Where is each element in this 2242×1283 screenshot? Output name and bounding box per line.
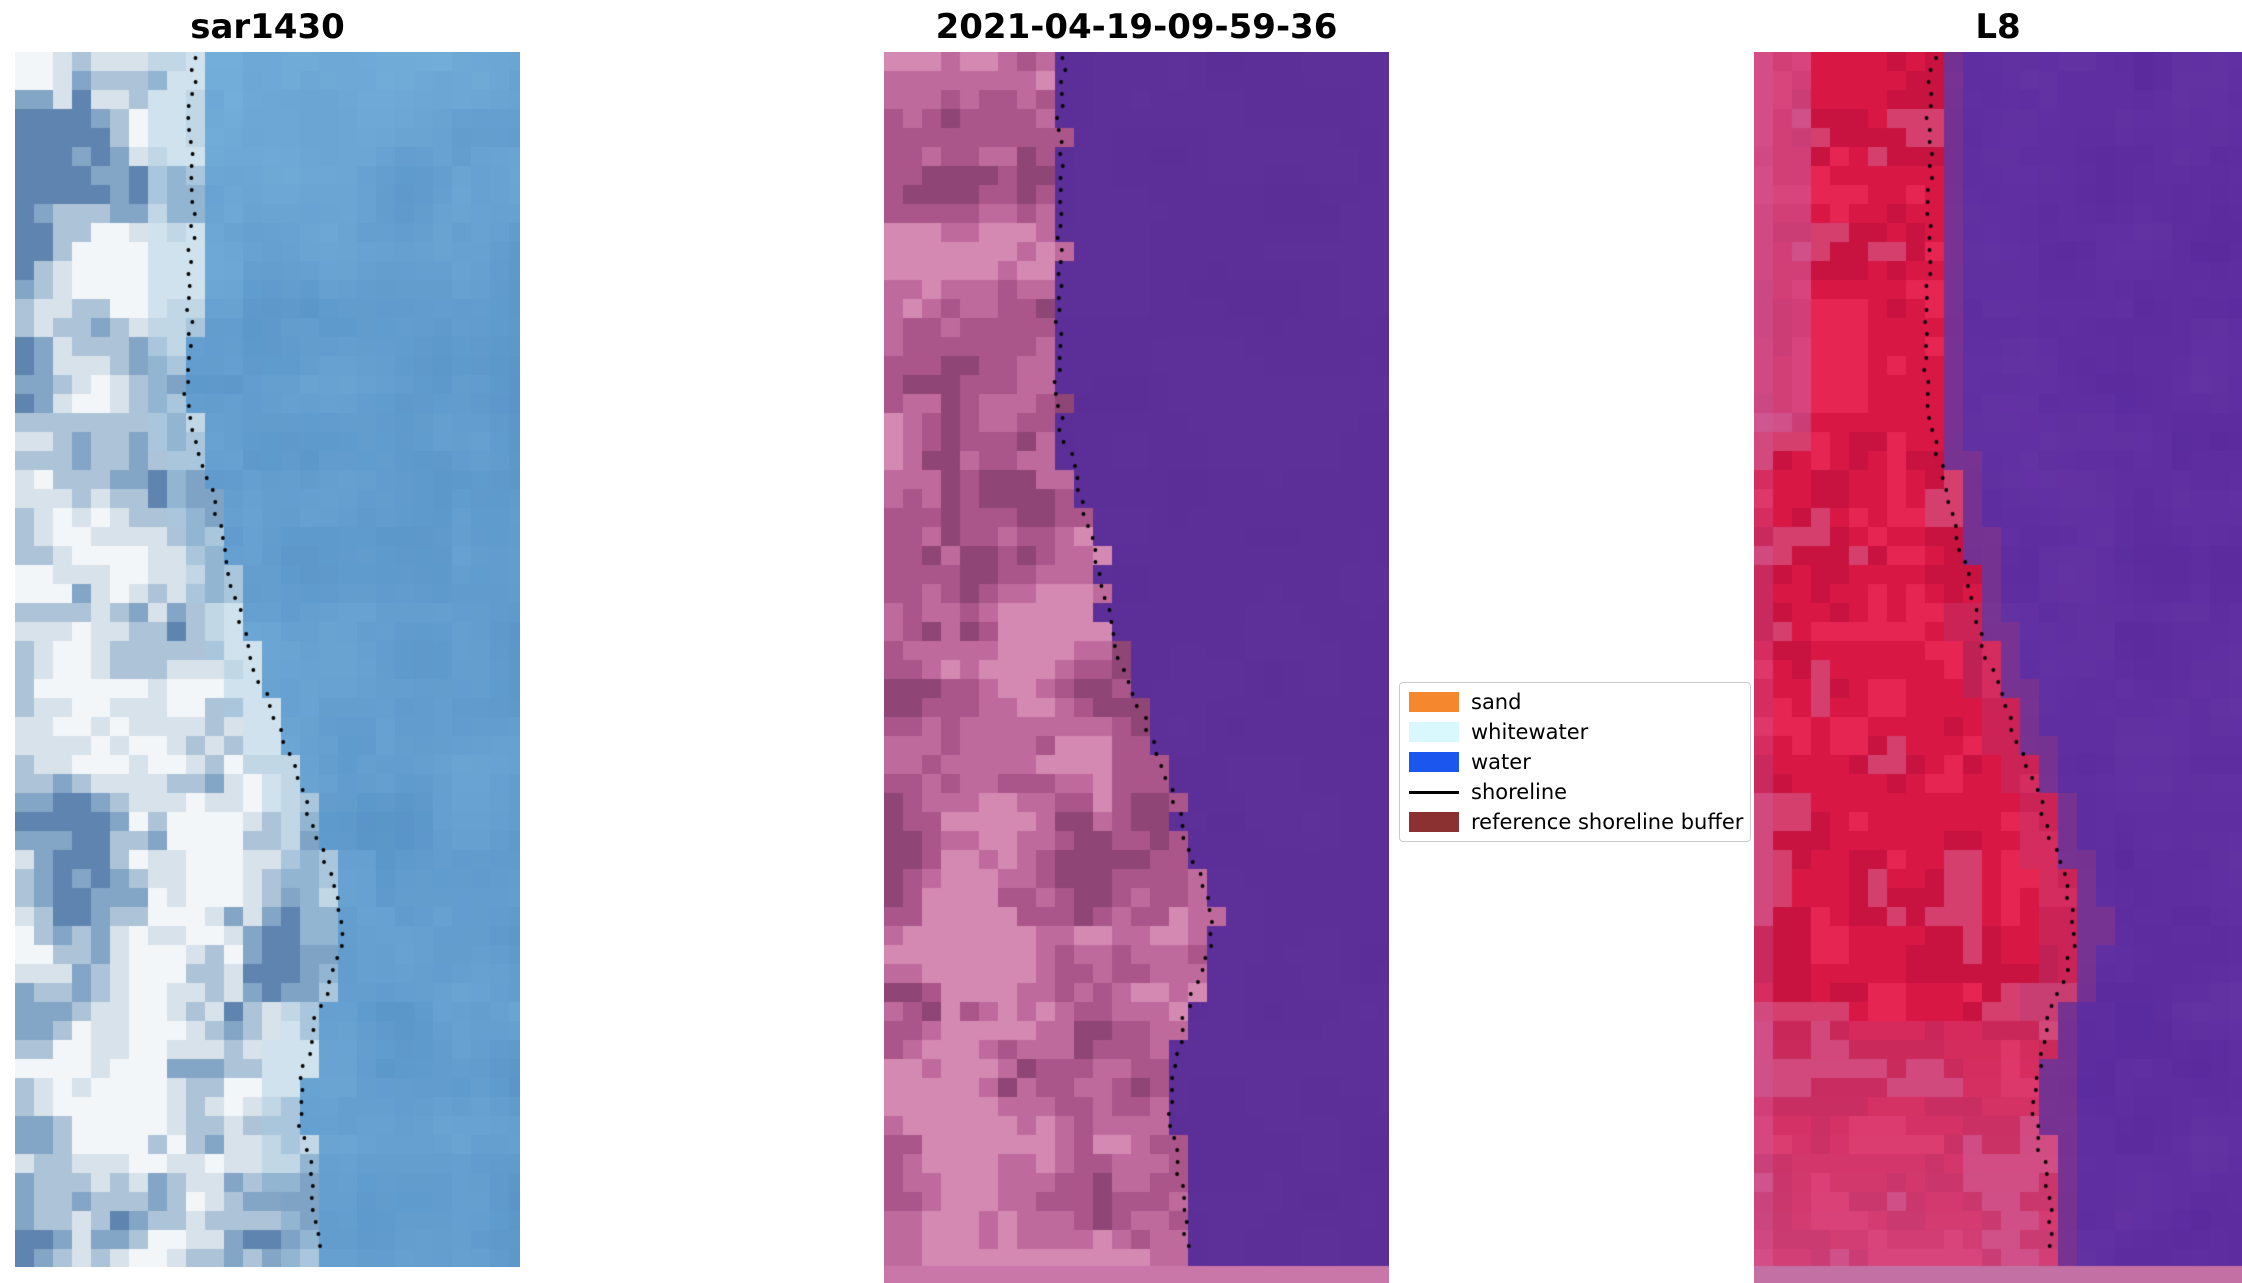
legend: sand whitewater water shoreline reference sh…	[1399, 682, 1751, 842]
legend-item-label: sand	[1471, 689, 1522, 714]
legend-item-label: water	[1471, 749, 1531, 774]
panel-title-l8: L8	[1975, 7, 2021, 47]
legend-item-whitewater: whitewater	[1409, 717, 1741, 747]
legend-item-label: whitewater	[1471, 719, 1589, 744]
legend-patch-swatch	[1409, 812, 1459, 832]
legend-item-sand: sand	[1409, 687, 1741, 717]
legend-item-shoreline: shoreline	[1409, 777, 1741, 807]
panel-title-date: 2021-04-19-09-59-36	[935, 7, 1338, 47]
sar-image-canvas	[15, 52, 520, 1267]
legend-patch-swatch	[1409, 722, 1459, 742]
panel-l8	[1754, 52, 2242, 1283]
classified-image-canvas	[884, 52, 1389, 1283]
legend-item-label: shoreline	[1471, 779, 1568, 804]
panel-classified	[884, 52, 1389, 1283]
panel-title-sar1430: sar1430	[190, 7, 345, 47]
legend-item-water: water	[1409, 747, 1741, 777]
legend-patch-swatch	[1409, 752, 1459, 772]
legend-item-label: reference shoreline buffer	[1471, 809, 1744, 834]
panel-sar1430	[15, 52, 520, 1267]
legend-item-reference-shoreline-buffer: reference shoreline buffer	[1409, 807, 1744, 837]
legend-line-swatch	[1409, 790, 1459, 794]
legend-patch-swatch	[1409, 692, 1459, 712]
l8-image-canvas	[1754, 52, 2242, 1283]
